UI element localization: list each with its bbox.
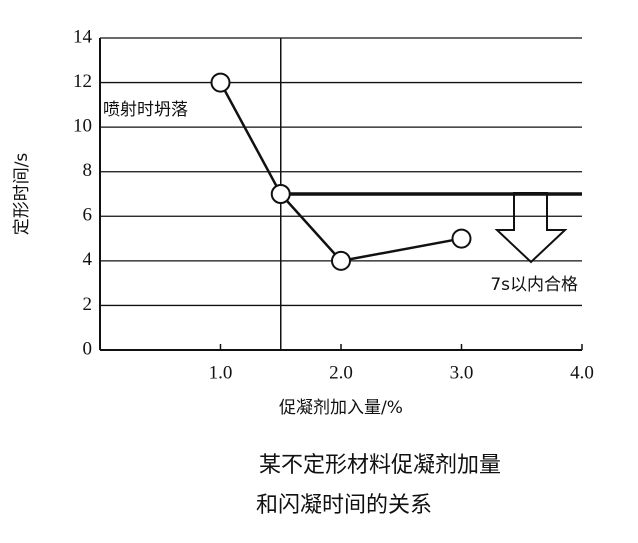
series-line [219,81,462,263]
marker [451,228,472,249]
annotation: 喷射时坍落 [103,100,188,120]
y-tick-label: 2 [83,294,93,315]
y-tick-label: 10 [73,116,92,137]
x-tick-label: 3.0 [450,362,474,383]
y-tick-label: 14 [73,26,93,47]
caption: 和闪凝时间的关系 [256,493,432,518]
y-tick-label: 6 [83,205,93,226]
x-tick-label: 2.0 [329,362,353,383]
marker [210,72,231,93]
y-tick-label: 0 [83,338,93,359]
arrow [494,192,568,264]
x-tick-label: 4.0 [570,362,594,383]
caption: 某不定形材料促凝剂加量 [259,453,501,478]
x-tick-label: 1.0 [209,362,233,383]
marker [270,184,291,204]
annotation: 7s以内合格 [490,275,578,295]
y-tick-label: 8 [83,160,93,181]
y-tick-label: 4 [83,249,93,270]
x-axis-label: 促凝剂加入量/% [279,398,403,418]
y-tick-label: 12 [73,71,92,92]
marker [331,250,351,271]
y-axis-label: 定形时间/s [12,153,32,236]
